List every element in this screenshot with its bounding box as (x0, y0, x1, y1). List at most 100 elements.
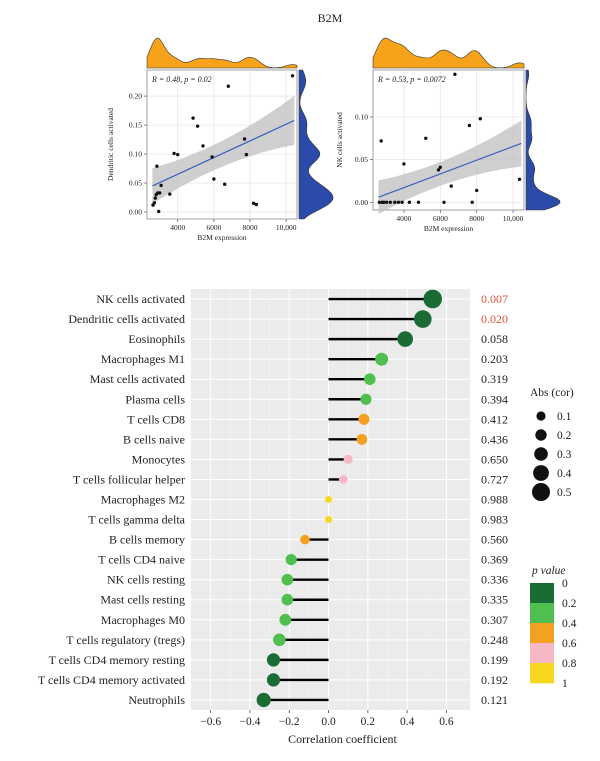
lollipop-dot (339, 475, 348, 484)
x-tick-label: 6000 (206, 223, 221, 232)
scatter-point (254, 202, 258, 207)
scatter-point (377, 200, 382, 204)
size-legend-label: 0.5 (557, 487, 572, 499)
x-tick-label: 0.2 (361, 716, 376, 728)
p-value-label: 0.988 (481, 493, 508, 507)
top-density-curve (372, 37, 525, 69)
x-tick-label: 0.6 (439, 716, 454, 728)
color-legend-swatch (530, 663, 554, 684)
p-value-label: 0.336 (481, 573, 508, 587)
y-tick-label: 0.10 (129, 150, 142, 159)
scatter-point (438, 165, 442, 169)
scatter-point (467, 123, 472, 128)
scatter-point (153, 196, 157, 200)
scatter-point (242, 137, 247, 141)
scatter-point (195, 124, 200, 128)
p-value-label: 0.394 (481, 392, 508, 406)
right-density-curve (298, 69, 334, 220)
scatter-point (396, 200, 401, 204)
row-label: Mast cells resting (100, 593, 185, 607)
p-value-label: 0.560 (481, 533, 508, 547)
scatter-point (176, 152, 180, 157)
lollipop-dot (358, 413, 370, 425)
color-legend-title: p value (531, 565, 566, 577)
scatter-point (379, 139, 383, 143)
row-label: Monocytes (132, 452, 186, 466)
lollipop-dot (273, 633, 286, 647)
scatter-point (453, 72, 457, 77)
lollipop-dot (300, 534, 310, 545)
y-tick-label: 0.10 (355, 112, 368, 121)
row-label: Neutrophils (128, 693, 185, 707)
color-legend-label: 0.6 (562, 638, 577, 650)
lollipop-chart: NK cells activated 0.007 Dendritic cells a… (38, 289, 508, 746)
scatter-point (223, 182, 227, 186)
x-tick-label: 10,000 (276, 223, 297, 232)
row-label: NK cells resting (107, 573, 185, 587)
p-value-label: 0.983 (481, 513, 508, 527)
size-legend-dot (536, 411, 546, 421)
x-tick-label: −0.4 (240, 716, 261, 728)
scatter-point (388, 200, 392, 204)
scatter-point (424, 136, 428, 140)
y-tick-label: 0.20 (129, 92, 142, 101)
y-tick-label: 0.05 (129, 179, 142, 188)
x-axis-title: Correlation coefficient (288, 732, 397, 746)
y-tick-label: 0.05 (355, 155, 368, 164)
scatter-point (212, 177, 216, 181)
x-tick-label: 6000 (433, 214, 448, 223)
p-value-label: 0.727 (481, 472, 508, 486)
scatter-point (478, 117, 482, 121)
scatter-point (290, 74, 295, 78)
scatter-point (158, 191, 162, 195)
p-value-label: 0.650 (481, 452, 508, 466)
p-value-label: 0.307 (481, 613, 508, 627)
lollipop-dot (343, 454, 353, 464)
lollipop-dot (325, 516, 332, 523)
scatter-panel-left: R = 0.48, p = 0.02 4000 6000 8000 10,000 0.00… (106, 37, 334, 242)
lollipop-dot (356, 434, 368, 445)
confidence-band (152, 95, 295, 204)
p-value-label: 0.369 (481, 553, 508, 567)
x-tick-label: 4000 (170, 223, 185, 232)
x-tick-label: 10,000 (503, 214, 524, 223)
scatter-point (407, 200, 412, 204)
lollipop-dot (423, 289, 443, 309)
y-tick-label: 0.00 (355, 198, 368, 207)
row-label: T cells regulatory (tregs) (66, 633, 185, 647)
x-tick-label: 4000 (396, 214, 411, 223)
y-axis-title: NK cells activated (335, 112, 344, 168)
row-label: Plasma cells (125, 392, 185, 406)
y-tick-label: 0.15 (129, 121, 142, 130)
scatter-point (157, 209, 161, 214)
color-legend-label: 0.8 (562, 658, 577, 670)
row-label: Dendritic cells activated (68, 312, 185, 326)
color-legend-label: 0.4 (562, 618, 577, 630)
p-value-label: 0.412 (481, 412, 508, 426)
p-value-label: 0.058 (481, 332, 508, 346)
scatter-point (436, 168, 441, 172)
scatter-point (168, 192, 172, 196)
y-axis-title: Dendritic cells activated (106, 108, 115, 181)
lollipop-dot (325, 496, 332, 503)
lollipop-dot (279, 613, 292, 626)
confidence-band (378, 120, 522, 214)
row-label: Eosinophils (128, 332, 185, 346)
scatter-point (251, 201, 256, 205)
row-label: B cells naive (123, 432, 185, 446)
size-legend-dot (535, 429, 547, 441)
scatter-point (382, 200, 386, 204)
row-label: T cells CD4 memory activated (38, 673, 185, 687)
scatter-point (393, 200, 397, 204)
x-axis-title: B2M expression (424, 224, 474, 233)
p-value-label: 0.121 (481, 693, 508, 707)
lollipop-dot (360, 393, 372, 405)
row-label: B cells memory (109, 533, 185, 547)
scatter-point (226, 84, 230, 88)
color-legend-label: 1 (562, 678, 568, 690)
correlation-annotation: R = 0.53, p = 0.0072 (377, 75, 446, 84)
size-legend-dot (532, 483, 550, 501)
scatter-point (191, 116, 195, 120)
